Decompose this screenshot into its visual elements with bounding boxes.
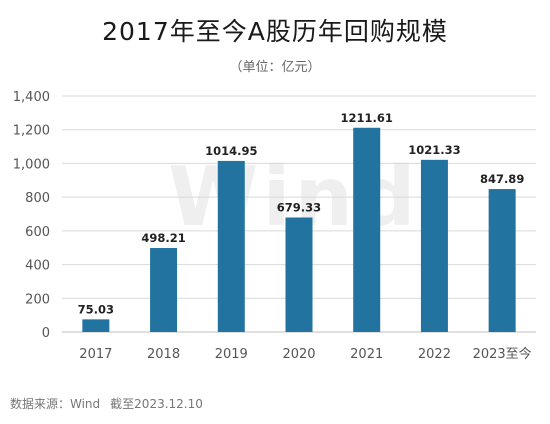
footnote: 数据来源：Wind 截至2023.12.10 (10, 395, 203, 412)
y-tick-label: 1,000 (13, 157, 50, 172)
x-tick-label: 2020 (282, 347, 315, 362)
date-note: 截至2023.12.10 (110, 397, 203, 411)
value-label: 1014.95 (205, 144, 257, 158)
bar-2020 (285, 217, 313, 332)
value-label: 75.03 (78, 302, 114, 316)
bar-2022 (420, 159, 448, 332)
x-tick-label: 2022 (418, 347, 451, 362)
bars (82, 127, 516, 332)
value-label: 679.33 (277, 200, 321, 214)
x-tick-label: 2018 (147, 347, 180, 362)
x-tick-label: 2019 (215, 347, 248, 362)
value-label: 847.89 (480, 172, 524, 186)
source-note: 数据来源：Wind (10, 397, 101, 411)
y-tick-label: 400 (25, 259, 50, 274)
bar-2021 (353, 127, 381, 332)
value-label: 498.21 (141, 231, 185, 245)
bar-2017 (82, 319, 110, 332)
y-tick-label: 0 (42, 326, 50, 341)
y-tick-label: 800 (25, 191, 50, 206)
x-tick-label: 2021 (350, 347, 383, 362)
y-tick-label: 600 (25, 225, 50, 240)
y-tick-label: 200 (25, 292, 50, 307)
chart-title: 2017年至今A股历年回购规模 (102, 17, 448, 46)
value-labels: 75.03 498.21 1014.95 679.33 1211.61 1021.33 84… (78, 111, 525, 317)
y-axis-ticks: 0 200 400 600 800 1,000 1,200 1,400 (13, 90, 50, 341)
x-tick-label: 2023至今 (473, 346, 532, 362)
y-tick-label: 1,400 (13, 90, 50, 105)
bar-2023至今 (488, 189, 516, 332)
value-label: 1021.33 (408, 143, 460, 157)
x-axis-ticks: 2017 2018 2019 2020 2021 2022 2023至今 (79, 346, 531, 362)
bar-2019 (217, 160, 245, 332)
y-tick-label: 1,200 (13, 124, 50, 139)
bar-2018 (150, 248, 178, 332)
chart-unit-label: （单位：亿元） (229, 60, 321, 75)
x-tick-label: 2017 (79, 347, 112, 362)
value-label: 1211.61 (341, 111, 393, 125)
